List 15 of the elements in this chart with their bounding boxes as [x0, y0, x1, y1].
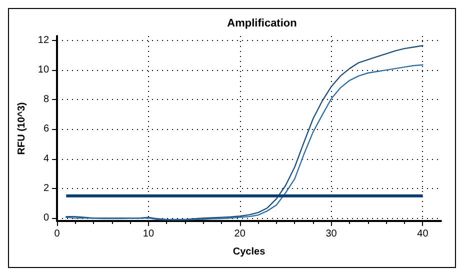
- y-tick-label: 0: [43, 212, 50, 224]
- y-axis-title: RFU (10^3): [16, 102, 28, 155]
- y-tick-label: 6: [43, 124, 50, 135]
- y-tick-label: 12: [38, 34, 50, 46]
- x-tick-label: 40: [417, 228, 429, 240]
- y-tick-label: 8: [43, 94, 50, 106]
- y-tick-label: 2: [43, 182, 50, 194]
- x-axis-title: Cycles: [232, 246, 266, 258]
- chart-title: Amplification: [227, 18, 298, 30]
- x-tick-label: 10: [142, 228, 154, 240]
- x-tick-label: 30: [326, 228, 338, 240]
- x-tick-label: 0: [54, 228, 60, 240]
- y-tick-label: 4: [43, 153, 50, 164]
- y-tick-label: 10: [38, 64, 50, 76]
- x-tick-label: 20: [234, 228, 246, 240]
